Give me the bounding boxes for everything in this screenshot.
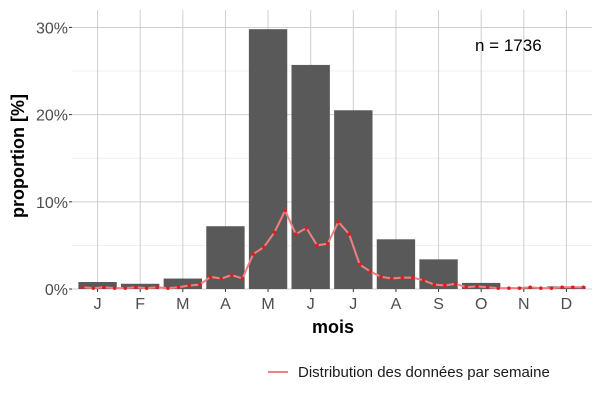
x-tick-label: N (518, 296, 530, 313)
series-point (112, 286, 117, 290)
series-point (336, 220, 341, 224)
x-tick-label: O (475, 296, 487, 313)
series-point (357, 262, 362, 267)
series-point (528, 285, 532, 290)
series-point (144, 286, 149, 290)
series-point (198, 282, 202, 287)
x-tick-label: M (261, 296, 274, 313)
series-point (549, 286, 554, 290)
x-tick-label: D (561, 296, 573, 313)
bar (121, 283, 160, 289)
x-tick-label: J (307, 296, 315, 313)
y-tick-label: 0% (45, 282, 68, 299)
series-point (560, 285, 564, 290)
series-point (176, 285, 181, 290)
series-point (432, 282, 437, 287)
series-point (283, 208, 287, 213)
legend: Distribution des données par semaine (268, 364, 550, 381)
series-point (219, 276, 223, 281)
series-point (304, 226, 309, 230)
series-point (485, 285, 490, 290)
series-point (123, 286, 128, 290)
x-tick-label: J (349, 296, 357, 313)
series-point (421, 278, 426, 283)
x-tick-label: M (176, 296, 189, 313)
series-point (230, 273, 234, 277)
series-point (368, 269, 373, 274)
series-point (208, 274, 213, 279)
x-tick-label: S (433, 296, 444, 313)
series-point (325, 241, 330, 246)
series-point (293, 232, 298, 236)
x-axis-title: mois (312, 317, 354, 337)
series-point (240, 276, 245, 281)
bar (376, 239, 416, 289)
series-point (315, 243, 319, 248)
series-point (411, 275, 415, 280)
y-tick-label: 10% (36, 195, 68, 212)
series-point (91, 286, 96, 290)
x-tick-label: A (391, 296, 402, 313)
series-point (507, 286, 511, 290)
x-tick-label: A (220, 296, 231, 313)
y-axis-ticks: 0% 10% 20% 30% (36, 20, 72, 299)
series-point (155, 285, 160, 290)
series-point (581, 285, 586, 290)
series-point (464, 285, 469, 290)
series-point (517, 286, 522, 290)
series-point (571, 285, 575, 290)
bar (206, 226, 245, 289)
series-point (453, 281, 458, 286)
series-point (80, 285, 85, 290)
bar (248, 29, 288, 290)
bar (334, 110, 373, 289)
series-point (389, 276, 394, 281)
y-tick-label: 20% (36, 108, 68, 125)
series-point (134, 285, 138, 290)
sample-size-annotation: n = 1736 (475, 36, 542, 55)
series-point (539, 286, 543, 290)
series-point (400, 275, 405, 280)
bars (78, 29, 586, 290)
y-tick-label: 30% (36, 20, 68, 37)
weekly-line-series (80, 208, 586, 290)
series-point (187, 283, 192, 288)
series-point (496, 286, 501, 290)
series-point (443, 283, 447, 288)
legend-label: Distribution des données par semaine (298, 364, 550, 381)
series-point (475, 284, 479, 289)
y-axis-title: proportion [%] (8, 94, 28, 218)
series-point (272, 230, 277, 235)
series-point (166, 286, 170, 290)
x-tick-label: J (94, 296, 102, 313)
series-line (82, 208, 584, 290)
x-tick-label: F (135, 296, 145, 313)
bar (291, 64, 330, 289)
series-point (262, 245, 266, 249)
series-point (347, 232, 351, 236)
series-point (102, 285, 106, 290)
bar (163, 278, 202, 289)
series-point (251, 252, 255, 256)
bar (78, 282, 117, 289)
series-point (379, 274, 383, 279)
